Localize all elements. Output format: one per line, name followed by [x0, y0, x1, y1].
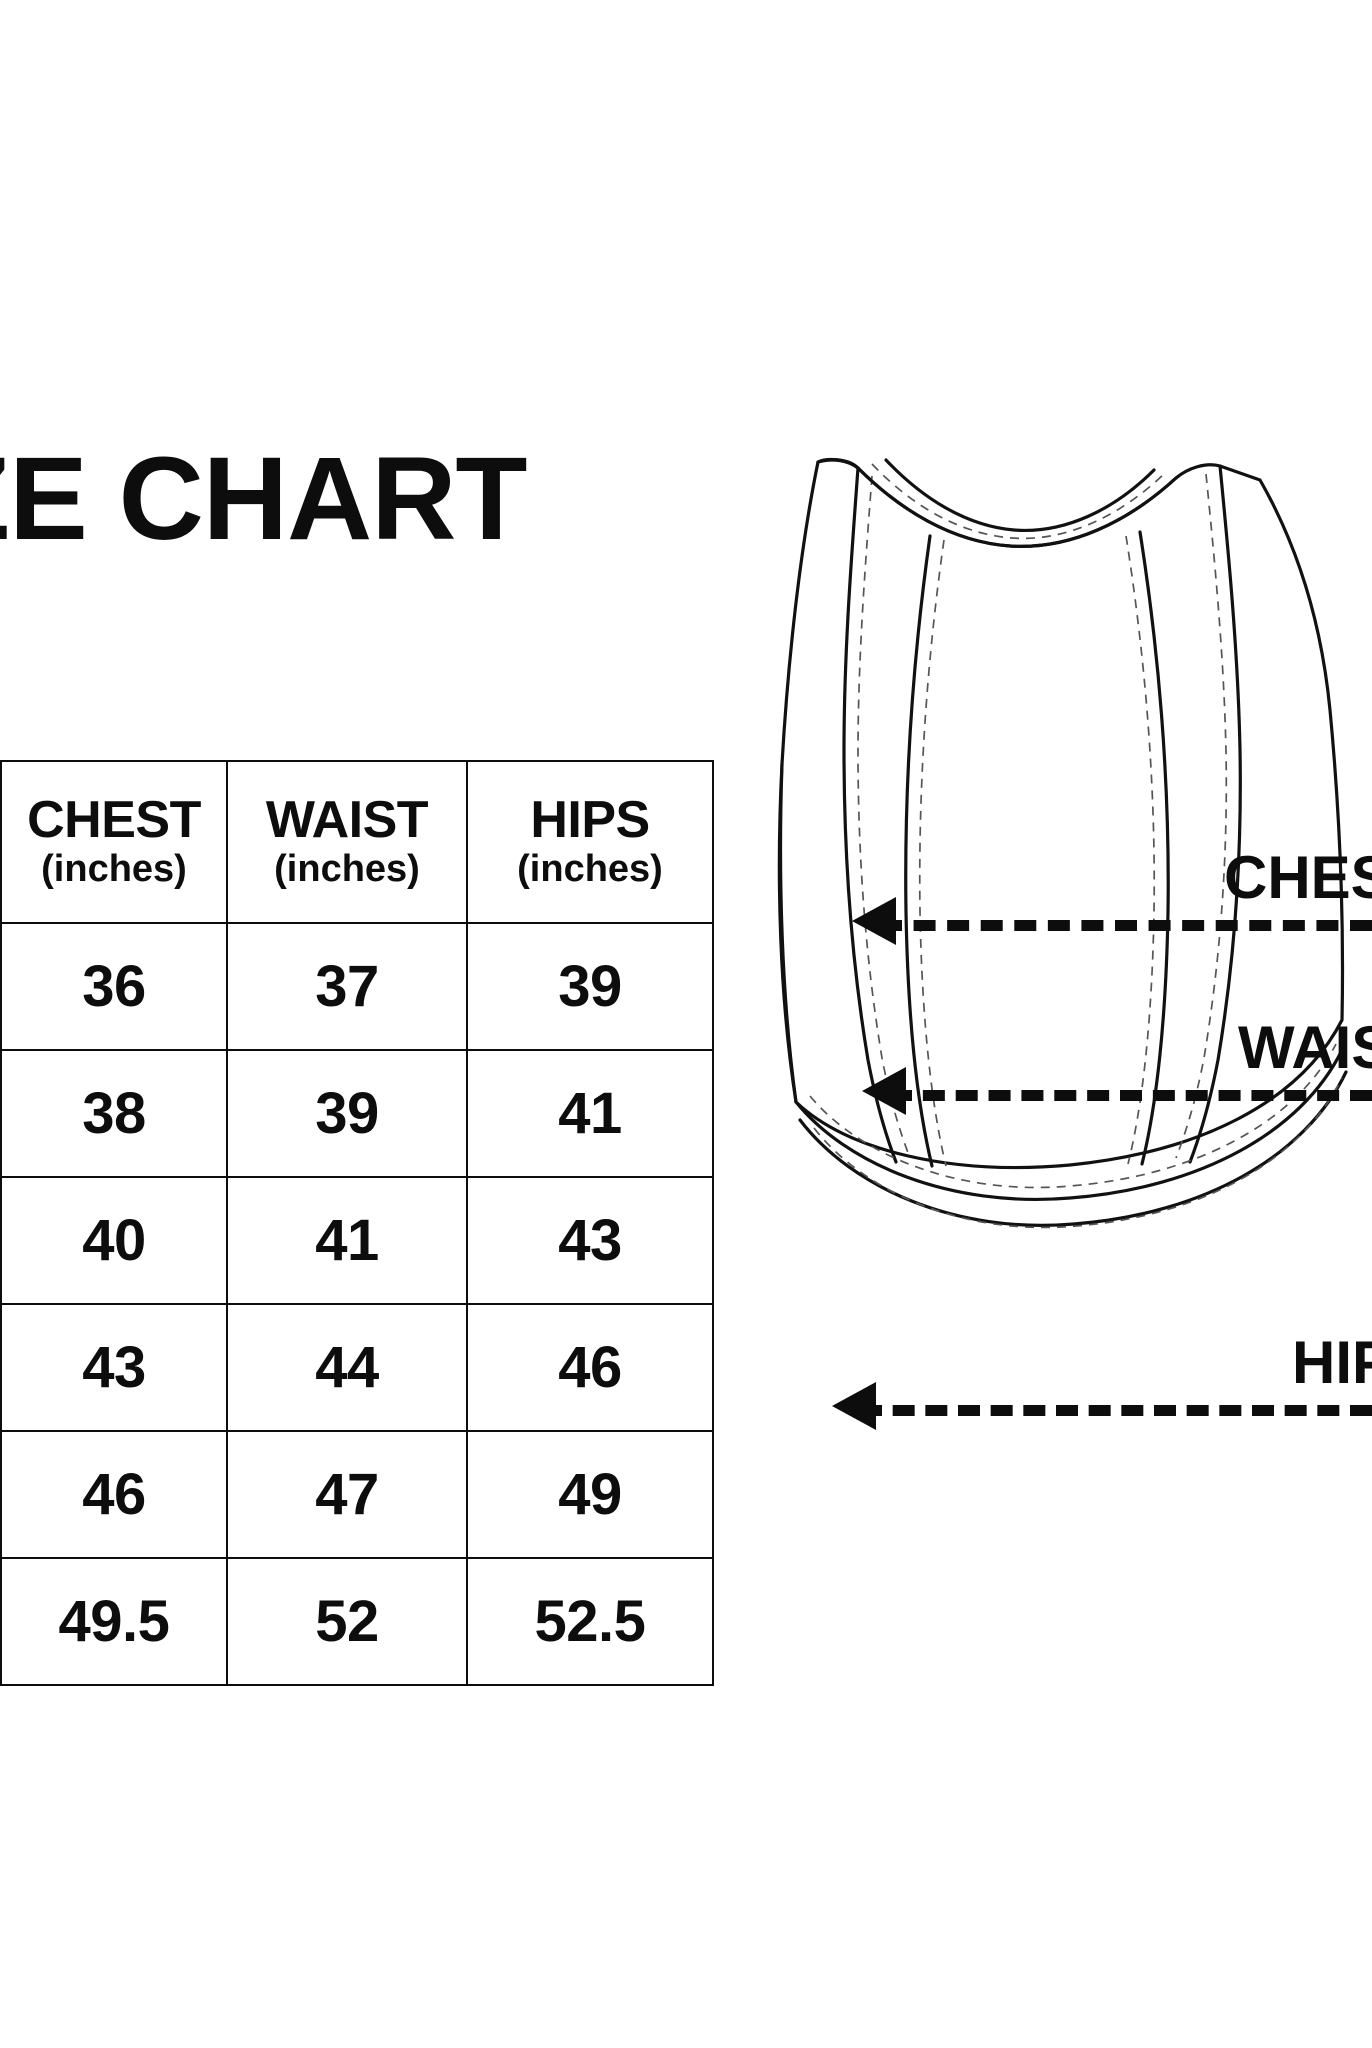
cell-chest: 40 — [0, 1176, 228, 1305]
cell-waist: 47 — [226, 1430, 468, 1559]
neckline-binding-outer — [856, 466, 1178, 548]
column-header-waist: WAIST (inches) — [226, 760, 468, 924]
cell-hips: 41 — [466, 1049, 714, 1178]
hem-stitch-lower — [813, 1077, 1343, 1229]
size-table-header: SIZE CHEST (inches) WAIST (inches) HIPS … — [0, 760, 714, 924]
cell-waist: 41 — [226, 1176, 468, 1305]
page-title: ZE CHART — [0, 433, 528, 565]
cell-hips: 46 — [466, 1303, 714, 1432]
column-header-hips-unit: (inches) — [517, 847, 663, 890]
neckline-binding-stitch — [871, 463, 1165, 540]
cell-waist: 37 — [226, 922, 468, 1051]
left-shoulder-binding — [816, 457, 860, 470]
hem-stitch-upper — [809, 1043, 1337, 1189]
tank-top-illustration — [600, 360, 1372, 1360]
cell-waist: 39 — [226, 1049, 468, 1178]
hips-measure-arrow-icon — [832, 1382, 876, 1430]
cell-chest: 36 — [0, 922, 228, 1051]
size-table-container: SIZE CHEST (inches) WAIST (inches) HIPS … — [0, 760, 714, 1686]
cell-hips: 49 — [466, 1430, 714, 1559]
cell-waist: 52 — [226, 1557, 468, 1686]
table-row: 36 37 39 — [0, 922, 714, 1051]
column-header-chest-unit: (inches) — [41, 847, 187, 890]
cell-hips: 43 — [466, 1176, 714, 1305]
hem-edge-lower — [798, 1070, 1348, 1227]
table-row: 38 39 41 — [0, 1049, 714, 1178]
cell-chest: 49.5 — [0, 1557, 228, 1686]
left-panel-seam-stitch — [918, 539, 947, 1167]
left-side-seam — [778, 762, 798, 1104]
column-header-chest: CHEST (inches) — [0, 760, 228, 924]
waist-measure-dashed-line — [890, 1090, 1372, 1101]
waist-measure-arrow-icon — [862, 1067, 906, 1115]
waist-measure-label: WAIST — [1238, 1014, 1372, 1081]
chest-measure-label: CHEST — [1224, 844, 1372, 911]
size-table: SIZE CHEST (inches) WAIST (inches) HIPS … — [0, 760, 714, 1686]
hips-measure-label: HIPS — [1292, 1329, 1372, 1396]
table-row: 46 47 49 — [0, 1430, 714, 1559]
chest-measure-arrow-icon — [852, 897, 896, 945]
table-header-row: SIZE CHEST (inches) WAIST (inches) HIPS … — [0, 760, 714, 924]
size-table-body: 36 37 39 38 39 41 40 41 43 — [0, 922, 714, 1686]
cell-hips: 39 — [466, 922, 714, 1051]
tank-top-flat-sketch — [777, 457, 1348, 1229]
chest-measure-dashed-line — [880, 920, 1372, 931]
column-header-hips: HIPS (inches) — [466, 760, 714, 924]
left-armhole-stitch — [857, 475, 911, 1159]
cell-chest: 46 — [0, 1430, 228, 1559]
column-header-hips-label: HIPS — [530, 790, 650, 849]
right-armhole-stitch — [1175, 473, 1228, 1159]
hips-measure-dashed-line — [860, 1405, 1372, 1416]
hem-edge-upper — [794, 1048, 1344, 1201]
cell-hips: 52.5 — [466, 1557, 714, 1686]
cell-chest: 43 — [0, 1303, 228, 1432]
neckline-binding-inner — [884, 458, 1156, 533]
table-row: 43 44 46 — [0, 1303, 714, 1432]
column-header-chest-label: CHEST — [27, 790, 201, 849]
table-row: 40 41 43 — [0, 1176, 714, 1305]
table-row: 49.5 52 52.5 — [0, 1557, 714, 1686]
cell-waist: 44 — [226, 1303, 468, 1432]
right-panel-seam-stitch — [1125, 535, 1156, 1165]
cell-chest: 38 — [0, 1049, 228, 1178]
column-header-waist-label: WAIST — [265, 790, 429, 849]
column-header-waist-unit: (inches) — [274, 847, 420, 890]
